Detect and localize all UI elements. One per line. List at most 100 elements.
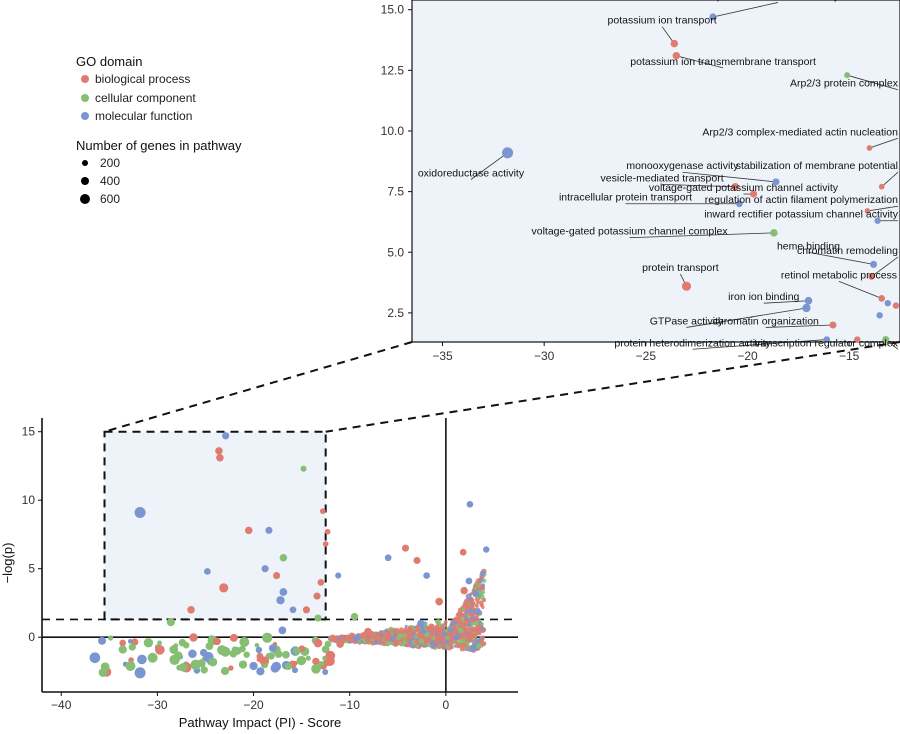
- point: [467, 612, 472, 616]
- main-point-32: [229, 649, 238, 658]
- connector-right: [325, 341, 900, 433]
- leader-line-0: [470, 152, 508, 180]
- zoom-y-tick-label: 15.0: [381, 3, 405, 17]
- point: [453, 644, 457, 648]
- main-y-tick-label: 15: [22, 425, 36, 439]
- point: [312, 657, 320, 666]
- zoom-point-10: [750, 190, 758, 198]
- point-label-13: voltage-gated potassium channel complex: [532, 226, 729, 238]
- zoom-point-11: [736, 200, 743, 208]
- point: [390, 638, 395, 642]
- point: [296, 655, 307, 666]
- point: [174, 651, 183, 660]
- zoom-point-21: [823, 336, 831, 343]
- point: [475, 600, 480, 605]
- main-point-45: [459, 548, 467, 556]
- main-point-42: [401, 544, 410, 552]
- point: [393, 639, 399, 645]
- point: [384, 629, 388, 634]
- point: [476, 642, 483, 649]
- point: [381, 633, 385, 638]
- point: [420, 628, 427, 635]
- point: [440, 637, 445, 642]
- zoom-axes: −35 −30 −25 −20 −15 2.5 5.0 7.5 10.0 12.5 15.0: [381, 3, 860, 363]
- zoom-point-8: [731, 183, 740, 191]
- point-label-22: transcription regulator complex: [754, 337, 898, 349]
- main-point-49: [483, 546, 490, 553]
- main-point-11: [289, 606, 297, 614]
- point: [474, 621, 479, 626]
- legend-label-mf: molecular function: [95, 109, 192, 123]
- point: [439, 629, 443, 633]
- point: [482, 597, 486, 602]
- main-point-56: [178, 638, 187, 647]
- main-point-15: [265, 526, 273, 534]
- point: [452, 628, 459, 635]
- point: [430, 642, 436, 649]
- point: [471, 607, 475, 611]
- main-point-22: [204, 568, 211, 575]
- main-point-28: [134, 667, 146, 679]
- leader-line-9: [867, 205, 899, 212]
- point: [256, 667, 265, 676]
- zoom-y-tick-label: 2.5: [387, 306, 404, 320]
- zoom-point-6: [878, 183, 885, 190]
- main-point-30: [197, 659, 206, 668]
- point: [478, 600, 484, 606]
- point: [322, 668, 329, 676]
- point: [321, 645, 330, 654]
- main-x-tick-label: 0: [443, 698, 450, 712]
- point: [444, 640, 449, 644]
- point-label-14: heme binding: [777, 240, 840, 252]
- main-point-29: [125, 660, 136, 671]
- point-label-4: Arp2/3 protein complex: [790, 78, 899, 90]
- main-x-tick-label: −40: [51, 698, 72, 712]
- zoom-point-23: [876, 312, 883, 319]
- leader-line-20: [765, 324, 833, 328]
- main-point-12: [314, 614, 322, 622]
- point-label-2: potassium ion transport: [608, 15, 717, 27]
- point: [439, 641, 443, 645]
- leader-line-21: [692, 339, 827, 350]
- point-label-7: monooxygenase activity: [626, 160, 739, 172]
- main-point-53: [364, 627, 372, 636]
- zoom-point-24: [884, 299, 891, 307]
- point: [482, 627, 486, 631]
- point: [449, 636, 454, 641]
- main-y-axis-title: −log(p): [0, 543, 15, 584]
- zoom-point-20: [829, 321, 837, 329]
- main-point-21: [335, 572, 342, 579]
- main-point-38: [292, 647, 301, 655]
- point: [415, 635, 419, 639]
- point: [469, 602, 474, 606]
- point-label-16: retinol metabolic process: [781, 269, 897, 281]
- main-y-tick-label: 5: [28, 562, 35, 576]
- main-point-16: [261, 565, 269, 573]
- point: [205, 642, 214, 651]
- main-point-20: [322, 541, 329, 547]
- point: [413, 639, 420, 646]
- point: [471, 637, 476, 641]
- point: [472, 628, 478, 633]
- point: [443, 620, 448, 624]
- point-label-8: vesicle-mediated transport: [601, 172, 724, 184]
- main-x-tick-label: −10: [340, 698, 361, 712]
- point: [291, 667, 298, 674]
- point: [459, 620, 464, 625]
- leader-line-14: [808, 251, 874, 265]
- point: [415, 644, 420, 648]
- zoom-points: [502, 13, 900, 344]
- point: [456, 616, 461, 621]
- point: [411, 626, 416, 631]
- point: [344, 638, 347, 642]
- main-point-8: [276, 596, 285, 605]
- main-point-52: [417, 619, 425, 628]
- main-point-23: [187, 606, 195, 614]
- point: [385, 641, 391, 647]
- zoom-point-15: [868, 273, 875, 280]
- main-point-2: [215, 447, 223, 455]
- point: [325, 650, 336, 661]
- main-point-26: [89, 652, 101, 664]
- point: [311, 664, 321, 674]
- legend-swatch-bp: [81, 75, 89, 83]
